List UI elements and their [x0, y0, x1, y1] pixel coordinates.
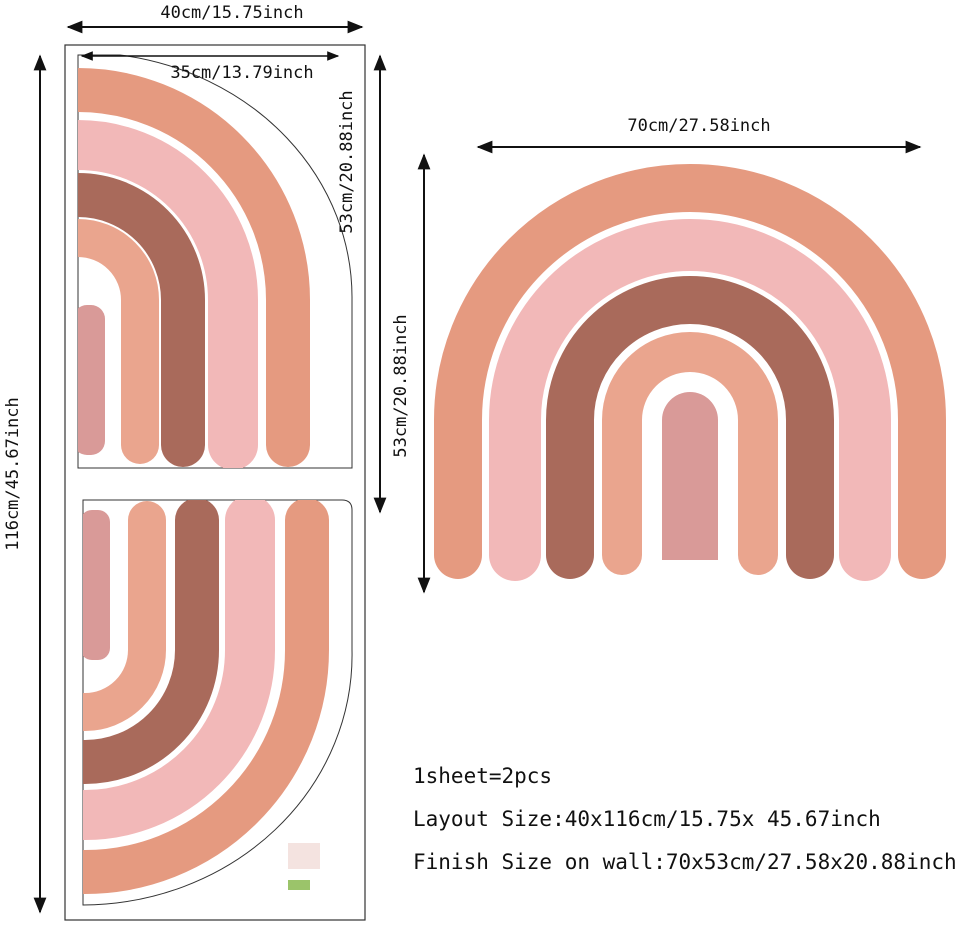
- band: [83, 500, 329, 894]
- band: [83, 501, 166, 731]
- brand-logo: [288, 880, 310, 890]
- dimension-label: 70cm/27.58inch: [627, 116, 770, 136]
- band: [83, 510, 110, 660]
- rainbow-piece: [83, 500, 329, 894]
- cut-line: [77, 54, 353, 469]
- band: [78, 68, 310, 467]
- band: [83, 500, 275, 840]
- band: [78, 219, 159, 464]
- dimension-label: 40cm/15.75inch: [160, 3, 303, 23]
- band: [602, 332, 778, 575]
- info-line: Layout Size:40x116cm/15.75x 45.67inch: [413, 807, 881, 831]
- band: [434, 164, 946, 579]
- rainbow-piece: [78, 68, 310, 468]
- band: [78, 173, 205, 467]
- band: [662, 392, 718, 560]
- band: [546, 276, 834, 579]
- dimension-label: 35cm/13.79inch: [170, 63, 313, 83]
- info-line: Finish Size on wall:70x53cm/27.58x20.88i…: [413, 850, 957, 874]
- sheet: [64, 44, 366, 921]
- label-thumb: [288, 843, 320, 869]
- info-line: 1sheet=2pcs: [413, 764, 552, 788]
- band: [489, 219, 891, 581]
- dimension-label: 53cm/20.88inch: [337, 90, 357, 233]
- rainbow: [434, 164, 946, 581]
- band: [78, 120, 258, 468]
- dimension-label: 116cm/45.67inch: [3, 397, 23, 551]
- dimension-label: 53cm/20.88inch: [391, 314, 411, 457]
- band: [83, 500, 219, 784]
- band: [78, 305, 105, 455]
- cut-line: [82, 499, 353, 906]
